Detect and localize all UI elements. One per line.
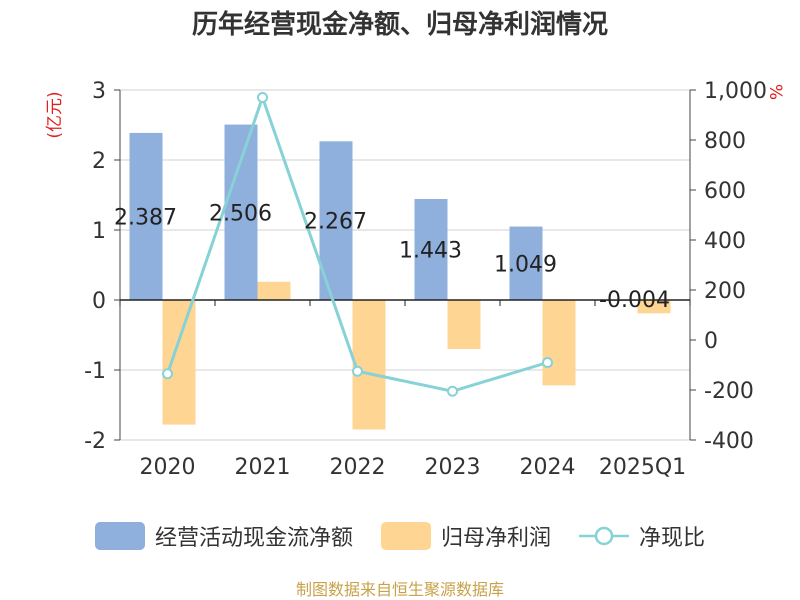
legend-item-netprofit[interactable]: 归母净利润 [380, 520, 551, 552]
x-tick-label: 2025Q1 [599, 455, 686, 480]
y-left-axis-label: (亿元) [45, 91, 65, 138]
bar-netprofit [162, 300, 196, 425]
data-label-cashflow: 1.443 [399, 238, 462, 263]
data-label-cashflow: 2.387 [114, 205, 177, 230]
legend-label-netprofit: 归母净利润 [440, 526, 551, 551]
bar-cashflow [509, 226, 543, 300]
legend-label-ratio: 净现比 [639, 526, 706, 551]
bar-cashflow [224, 124, 258, 300]
legend-swatch-cashflow [94, 522, 145, 550]
x-tick-label: 2020 [140, 455, 196, 480]
x-tick-label: 2023 [425, 455, 481, 480]
legend-swatch-netprofit [380, 522, 431, 550]
y-left-tick-label: -1 [84, 359, 106, 384]
legend-item-cashflow[interactable]: 经营活动现金流净额 [94, 520, 353, 552]
y-right-tick-label: 600 [704, 179, 746, 204]
x-tick-label: 2021 [235, 455, 291, 480]
y-left-tick-label: -2 [84, 429, 106, 454]
bar-netprofit [542, 300, 576, 386]
y-right-tick-label: -400 [704, 429, 754, 454]
bar-netprofit [257, 281, 291, 300]
y-right-tick-label: 400 [704, 229, 746, 254]
chart-title: 历年经营现金净额、归母净利润情况 [191, 10, 608, 40]
combo-chart: 3 2 1 0 -1 -2 1,000 800 600 400 200 0 -200 -400 (亿元) % 2… [45, 79, 785, 480]
bar-cashflow [129, 132, 163, 300]
point-ratio [447, 385, 458, 397]
point-ratio [542, 357, 553, 368]
legend-item-ratio[interactable]: 净现比 [579, 520, 705, 552]
bar-netprofit [637, 300, 671, 314]
y-right-tick-label: 1,000 [704, 79, 767, 104]
x-tick-label: 2024 [520, 455, 576, 480]
y-left-tick-label: 1 [92, 219, 106, 244]
point-ratio [257, 92, 268, 103]
y-right-tick-label: 200 [704, 279, 746, 304]
x-tick-label: 2022 [330, 455, 386, 480]
y-right-tick-label: 800 [704, 129, 746, 154]
point-ratio [352, 365, 363, 377]
y-right-tick-label: -200 [704, 379, 754, 404]
y-left-tick-label: 2 [92, 149, 106, 174]
y-left-tick-label: 3 [92, 79, 106, 104]
data-label-cashflow: -0.004 [599, 288, 670, 313]
source-note: 制图数据来自恒生聚源数据库 [295, 580, 504, 599]
y-right-axis-label: % [765, 84, 785, 100]
legend-label-cashflow: 经营活动现金流净额 [154, 526, 353, 551]
bar-netprofit [352, 300, 386, 430]
data-label-cashflow: 2.267 [304, 210, 367, 235]
bar-cashflow [414, 198, 448, 300]
y-left-tick-label: 0 [92, 289, 106, 314]
data-label-cashflow: 1.049 [494, 252, 557, 277]
legend-swatch-ratio [579, 526, 629, 546]
data-label-cashflow: 2.506 [209, 201, 272, 226]
point-ratio [162, 368, 173, 380]
bar-netprofit [447, 300, 481, 349]
legend: 经营活动现金流净额 归母净利润 净现比 [0, 516, 800, 556]
y-right-tick-label: 0 [704, 329, 718, 354]
